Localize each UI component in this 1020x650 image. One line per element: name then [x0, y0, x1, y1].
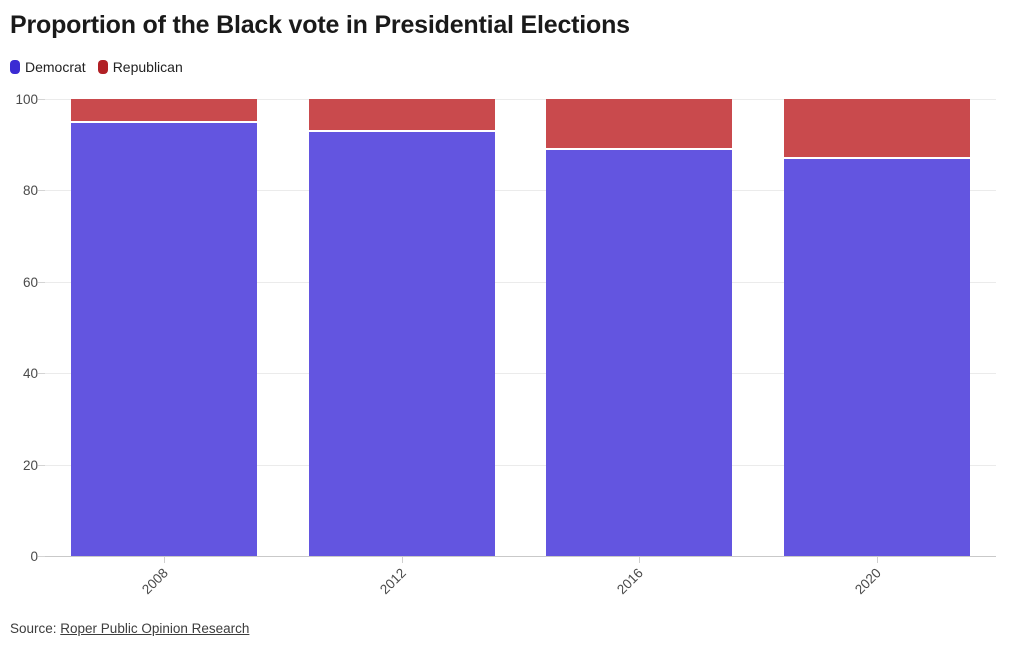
bar-2008-democrat: [70, 122, 257, 556]
bar-2012-republican: [308, 99, 495, 130]
bar-2016-republican: [546, 99, 733, 149]
y-tick-mark-20: [38, 465, 45, 466]
legend-item-republican: Republican: [97, 59, 183, 75]
source-link[interactable]: Roper Public Opinion Research: [60, 621, 250, 636]
y-tick-label-80: 80: [22, 183, 38, 198]
chart-title: Proportion of the Black vote in Presiden…: [10, 11, 630, 39]
legend-label: Republican: [112, 59, 183, 75]
x-tick-mark-2008: [163, 557, 165, 563]
gridline-40: [45, 373, 996, 374]
y-tick-label-20: 20: [22, 458, 38, 473]
x-tick-mark-2016: [639, 557, 641, 563]
x-axis-line: [45, 556, 996, 557]
legend-swatch-republican: [97, 60, 108, 74]
source-label: Source:: [10, 621, 61, 636]
legend-item-democrat: Democrat: [10, 59, 86, 75]
x-tick-mark-2012: [401, 557, 403, 563]
y-tick-mark-100: [38, 99, 45, 100]
y-tick-mark-40: [38, 373, 45, 374]
x-tick-label-2020: 2020: [852, 565, 885, 598]
y-tick-label-60: 60: [22, 275, 38, 290]
y-tick-mark-0: [38, 556, 45, 557]
y-tick-label-40: 40: [22, 366, 38, 381]
bar-2012-democrat: [308, 131, 495, 556]
y-tick-label-0: 0: [30, 549, 38, 564]
x-tick-mark-2020: [877, 557, 879, 563]
bar-2016-democrat: [546, 150, 733, 556]
gridline-60: [45, 282, 996, 283]
gridline-100: [45, 99, 996, 100]
bar-2008-republican: [70, 99, 257, 121]
legend-label: Democrat: [25, 59, 86, 75]
x-tick-label-2012: 2012: [376, 565, 409, 598]
y-tick-mark-60: [38, 282, 45, 283]
legend-swatch-democrat: [10, 60, 20, 74]
legend: Democrat Republican: [10, 59, 183, 75]
gridline-80: [45, 190, 996, 191]
x-tick-label-2016: 2016: [614, 565, 647, 598]
bar-2020-republican: [784, 99, 971, 158]
x-tick-label-2008: 2008: [138, 565, 171, 598]
y-tick-mark-80: [38, 190, 45, 191]
gridline-20: [45, 465, 996, 466]
bar-2020-democrat: [784, 159, 971, 556]
y-tick-label-100: 100: [15, 92, 38, 107]
source-line: Source: Roper Public Opinion Research: [10, 621, 249, 636]
